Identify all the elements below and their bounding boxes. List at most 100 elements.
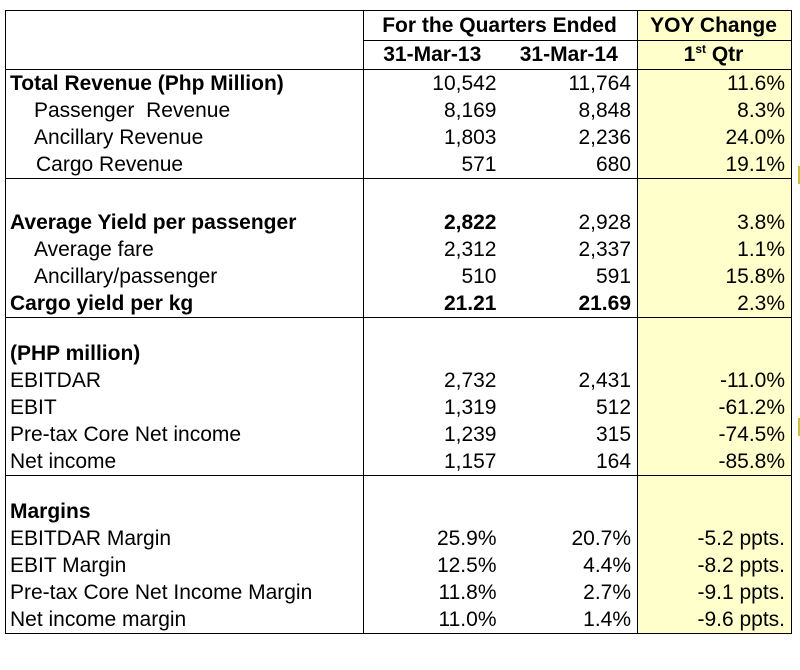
col-header-yoy: 1st Qtr (637, 40, 793, 70)
row-q2: 2,928 (578, 210, 632, 234)
row-label: Average Yield per passenger (5, 209, 364, 236)
table-row: Ancillary Revenue 1,803 2,236 24.0% (5, 124, 793, 151)
edge-marker (798, 418, 800, 436)
header-blank (5, 10, 364, 41)
quarters-header: For the Quarters Ended (362, 10, 639, 41)
row-yoy: 3.8% (637, 209, 793, 236)
row-q2: 2.7% (583, 580, 632, 604)
row-q1: 10,542 (363, 69, 503, 97)
row-q2: 2,337 (578, 237, 632, 261)
row-yoy: -9.1 ppts. (637, 579, 793, 606)
financial-table: For the Quarters Ended YOY Change 31-Mar… (5, 10, 793, 634)
row-q1: 12.5% (363, 552, 503, 579)
row-label: Average fare (5, 236, 364, 263)
row-label: Ancillary/passenger (5, 263, 364, 290)
row-yoy: 1.1% (637, 236, 793, 263)
row-q2: 680 (502, 151, 638, 179)
row-q1: 1,319 (363, 394, 503, 421)
table-row: Cargo yield per kg 21.21 21.69 2.3% (5, 290, 793, 318)
row-label: EBIT (5, 394, 364, 421)
row-q1: 2,312 (363, 236, 503, 263)
spacer-row (5, 317, 793, 340)
row-yoy: -8.2 ppts. (637, 552, 793, 579)
row-q2: 21.69 (502, 290, 638, 318)
row-q2: 11,764 (568, 71, 632, 95)
col-header-q1: 31-Mar-13 (363, 40, 503, 70)
col-header-yoy-sup: st (695, 42, 707, 56)
row-label: Passenger Revenue (5, 97, 364, 124)
table-row: Total Revenue (Php Million) 10,542 11,76… (5, 69, 793, 97)
row-q1: 1,803 (363, 124, 503, 151)
section-label: (PHP million) (5, 340, 364, 367)
table-row: EBITDAR Margin 25.9% 20.7% -5.2 ppts. (5, 525, 793, 552)
table-row: Ancillary/passenger 510 591 15.8% (5, 263, 793, 290)
row-label: EBIT Margin (5, 552, 364, 579)
row-q2: 8,848 (578, 98, 632, 122)
row-label: Pre-tax Core Net Income Margin (5, 579, 364, 606)
col-header-yoy-num: 1 (683, 43, 696, 66)
table-row: Average fare 2,312 2,337 1.1% (5, 236, 793, 263)
row-yoy: -85.8% (637, 448, 793, 476)
row-q1: 1,157 (363, 448, 503, 476)
row-label: EBITDAR Margin (5, 525, 364, 552)
row-q2: 315 (595, 422, 632, 446)
row-yoy: 19.1% (637, 151, 793, 179)
row-q2: 1.4% (502, 606, 638, 634)
section-label: Margins (5, 498, 364, 525)
row-q1: 11.0% (363, 606, 503, 634)
table-row: Net income 1,157 164 -85.8% (5, 448, 793, 476)
row-yoy: 11.6% (637, 69, 793, 97)
row-yoy: -61.2% (637, 394, 793, 421)
row-yoy: -5.2 ppts. (637, 525, 793, 552)
header-row-2: 31-Mar-13 31-Mar-14 1st Qtr (5, 40, 793, 70)
row-label: EBITDAR (5, 367, 364, 394)
row-label: Pre-tax Core Net income (5, 421, 364, 448)
section-row: Margins (5, 498, 793, 525)
table-row: Net income margin 11.0% 1.4% -9.6 ppts. (5, 606, 793, 634)
col-header-q2: 31-Mar-14 (502, 40, 639, 70)
table-row: Average Yield per passenger 2,822 2,928 … (5, 209, 793, 236)
table-row: Pre-tax Core Net income 1,239 315 -74.5% (5, 421, 793, 448)
row-yoy: -74.5% (637, 421, 793, 448)
row-q1: 21.21 (363, 290, 503, 318)
row-q1: 2,822 (363, 209, 503, 236)
table-row: Cargo Revenue 571 680 19.1% (5, 151, 793, 179)
table-row: Passenger Revenue 8,169 8,848 8.3% (5, 97, 793, 124)
yoy-header: YOY Change (637, 10, 793, 41)
row-q2: 2,236 (578, 125, 632, 149)
col-header-yoy-tail: Qtr (706, 43, 744, 66)
row-q1: 8,169 (363, 97, 503, 124)
row-q2: 4.4% (583, 553, 632, 577)
row-q2: 20.7% (571, 526, 632, 550)
row-yoy: 15.8% (637, 263, 793, 290)
row-yoy: 24.0% (637, 124, 793, 151)
table-row: EBIT 1,319 512 -61.2% (5, 394, 793, 421)
row-q2: 164 (502, 448, 638, 476)
header-row-1: For the Quarters Ended YOY Change (5, 10, 793, 41)
row-q2: 591 (595, 264, 632, 288)
row-label: Net income margin (5, 606, 364, 634)
row-q2: 512 (595, 395, 632, 419)
row-q1: 571 (363, 151, 503, 179)
header-blank-2 (5, 40, 364, 70)
row-label: Total Revenue (Php Million) (5, 69, 364, 97)
row-yoy: -9.6 ppts. (637, 606, 793, 634)
table-row: Pre-tax Core Net Income Margin 11.8% 2.7… (5, 579, 793, 606)
row-yoy: 8.3% (637, 97, 793, 124)
row-q1: 510 (363, 263, 503, 290)
spacer-row (5, 475, 793, 498)
table-row: EBITDAR 2,732 2,431 -11.0% (5, 367, 793, 394)
row-label: Ancillary Revenue (5, 124, 364, 151)
row-label: Net income (5, 448, 364, 476)
spacer-row (5, 178, 793, 209)
row-q1: 25.9% (363, 525, 503, 552)
row-q1: 1,239 (363, 421, 503, 448)
section-row: (PHP million) (5, 340, 793, 367)
row-q1: 11.8% (363, 579, 503, 606)
row-q1: 2,732 (363, 367, 503, 394)
row-yoy: -11.0% (637, 367, 793, 394)
row-label: Cargo yield per kg (5, 290, 364, 318)
table-row: EBIT Margin 12.5% 4.4% -8.2 ppts. (5, 552, 793, 579)
edge-marker (798, 166, 800, 184)
